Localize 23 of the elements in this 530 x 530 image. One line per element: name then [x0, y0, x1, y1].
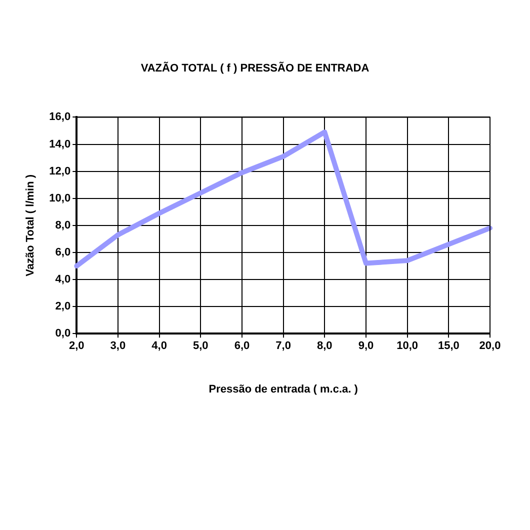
chart-title: VAZÃO TOTAL ( f ) PRESSÃO DE ENTRADA [140, 62, 370, 75]
y-tick-label: 4,0 [55, 274, 71, 286]
y-tick-label: 6,0 [55, 246, 71, 258]
x-tick-label: 3,0 [110, 340, 126, 352]
x-tick-label: 2,0 [68, 340, 84, 352]
y-tick-label: 2,0 [55, 300, 71, 313]
x-tick-label: 8,0 [316, 340, 332, 352]
y-tick-label: 16,0 [49, 111, 71, 124]
x-tick-label: 15,0 [438, 340, 460, 352]
x-tick-label: 7,0 [276, 340, 291, 352]
x-tick-label: 9,0 [358, 340, 374, 352]
x-axis-title: Pressão de entrada ( m.c.a. ) [208, 383, 358, 396]
x-tick-label: 5,0 [192, 340, 208, 352]
y-tick-label: 0,0 [55, 328, 71, 340]
x-tick-label: 20,0 [479, 340, 501, 352]
x-tick-label: 4,0 [152, 340, 167, 352]
y-tick-label: 10,0 [49, 192, 71, 204]
y-tick-label: 14,0 [49, 138, 71, 150]
y-tick-label: 8,0 [55, 219, 71, 232]
y-axis-title: Vazão Total ( l/min ) [24, 174, 37, 276]
x-tick-label: 10,0 [396, 340, 418, 352]
y-tick-label: 12,0 [49, 165, 71, 178]
x-tick-label: 6,0 [234, 340, 250, 352]
